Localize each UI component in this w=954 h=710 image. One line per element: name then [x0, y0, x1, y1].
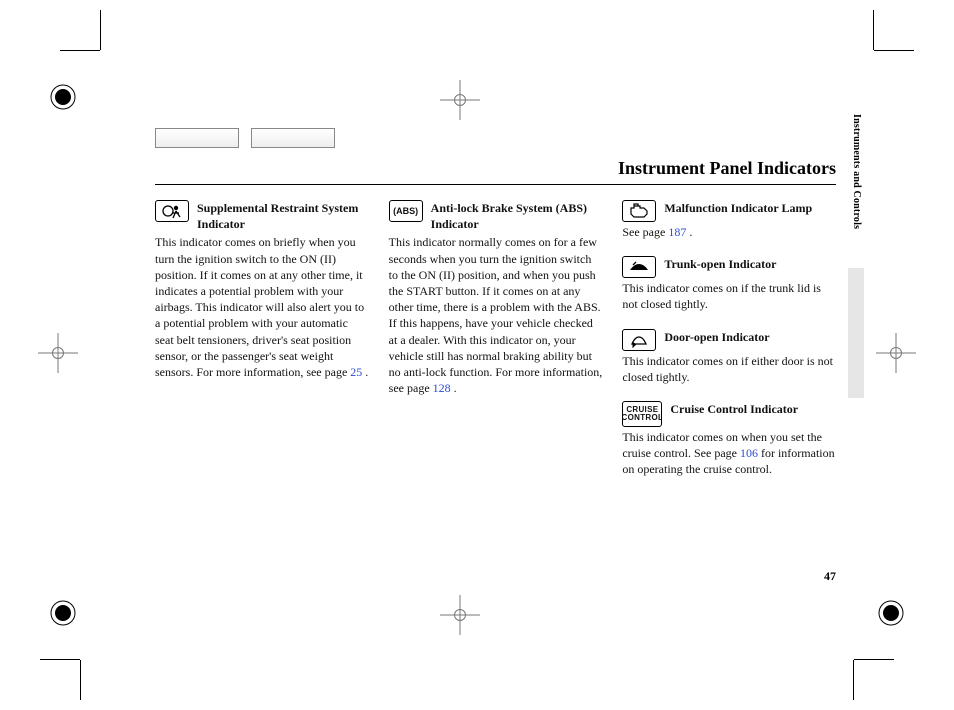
srs-body: This indicator comes on briefly when you… [155, 234, 369, 380]
cruise-section: CRUISE CONTROL Cruise Control Indicator … [622, 401, 836, 478]
abs-icon: (ABS) [389, 200, 423, 222]
srs-body-post: . [362, 365, 368, 379]
mil-title: Malfunction Indicator Lamp [664, 200, 812, 216]
mil-body: See page 187 . [622, 224, 836, 240]
trunk-body: This indicator comes on if the trunk lid… [622, 280, 836, 312]
cruise-control-icon: CRUISE CONTROL [622, 401, 662, 427]
crosshair-icon [876, 333, 916, 373]
column-1: Supplemental Restraint System Indicator … [155, 200, 369, 494]
page-link[interactable]: 128 [433, 381, 451, 395]
registration-mark-icon [878, 600, 904, 626]
registration-mark-icon [50, 84, 76, 110]
registration-mark-icon [50, 600, 76, 626]
header-slot-boxes [155, 128, 335, 148]
door-body: This indicator comes on if either door i… [622, 353, 836, 385]
abs-icon-text: (ABS) [393, 205, 418, 217]
title-rule [155, 184, 836, 185]
door-title: Door-open Indicator [664, 329, 769, 345]
srs-body-pre: This indicator comes on briefly when you… [155, 235, 364, 379]
abs-title: Anti-lock Brake System (ABS) Indicator [431, 200, 603, 232]
page-link[interactable]: 106 [740, 446, 758, 460]
mil-body-pre: See page [622, 225, 668, 239]
page-link[interactable]: 187 [668, 225, 686, 239]
mil-body-post: . [686, 225, 692, 239]
abs-body-post: . [451, 381, 457, 395]
srs-section: Supplemental Restraint System Indicator … [155, 200, 369, 380]
door-open-icon [622, 329, 656, 351]
trunk-open-icon [622, 256, 656, 278]
page-number: 47 [824, 569, 836, 584]
abs-body-pre: This indicator normally comes on for a f… [389, 235, 603, 395]
section-tab [848, 268, 864, 398]
header-box [155, 128, 239, 148]
abs-body: This indicator normally comes on for a f… [389, 234, 603, 396]
check-engine-icon [622, 200, 656, 222]
mil-section: Malfunction Indicator Lamp See page 187 … [622, 200, 836, 240]
header-box [251, 128, 335, 148]
cruise-title: Cruise Control Indicator [670, 401, 798, 417]
section-tab-label: Instruments and Controls [851, 114, 862, 260]
crosshair-icon [38, 333, 78, 373]
srs-airbag-icon [155, 200, 189, 222]
srs-title: Supplemental Restraint System Indicator [197, 200, 369, 232]
cruise-icon-line2: CONTROL [622, 414, 662, 422]
page-title: Instrument Panel Indicators [618, 158, 836, 179]
column-2: (ABS) Anti-lock Brake System (ABS) Indic… [389, 200, 603, 494]
crosshair-icon [440, 80, 480, 120]
cruise-body: This indicator comes on when you set the… [622, 429, 836, 478]
door-section: Door-open Indicator This indicator comes… [622, 329, 836, 385]
column-3: Malfunction Indicator Lamp See page 187 … [622, 200, 836, 494]
trunk-title: Trunk-open Indicator [664, 256, 776, 272]
crosshair-icon [440, 595, 480, 635]
trunk-section: Trunk-open Indicator This indicator come… [622, 256, 836, 312]
page-link[interactable]: 25 [350, 365, 362, 379]
abs-section: (ABS) Anti-lock Brake System (ABS) Indic… [389, 200, 603, 396]
